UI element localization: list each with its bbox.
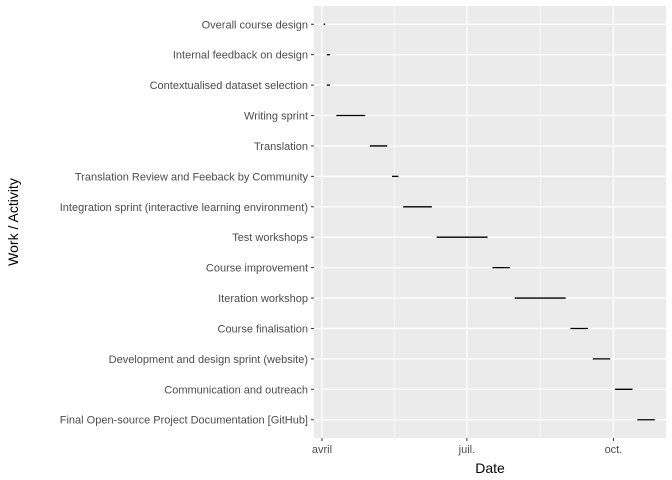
minor-gridlines xyxy=(394,6,541,438)
y-tick-label: Communication and outreach xyxy=(164,384,308,396)
y-tick-label: Contextualised dataset selection xyxy=(150,80,308,92)
y-tick-label: Test workshops xyxy=(232,232,308,244)
y-tick-label: Iteration workshop xyxy=(218,293,308,305)
x-tick-label: juil. xyxy=(458,444,476,456)
x-axis-title: Date xyxy=(475,460,505,476)
x-axis: avril juil. oct. xyxy=(312,438,622,456)
plot-panel xyxy=(314,6,666,438)
y-tick-label: Translation xyxy=(254,141,308,153)
x-tick-label: oct. xyxy=(605,444,623,456)
x-tick-label: avril xyxy=(312,444,332,456)
y-tick-label: Integration sprint (interactive learning… xyxy=(60,202,308,214)
y-tick-label: Course improvement xyxy=(206,263,308,275)
y-tick-label: Course finalisation xyxy=(218,323,309,335)
major-gridlines xyxy=(314,6,666,438)
y-tick-label: Overall course design xyxy=(202,19,308,31)
y-tick-label: Translation Review and Feeback by Commun… xyxy=(75,171,309,183)
y-tick-label: Writing sprint xyxy=(244,111,308,123)
y-tick-label: Internal feedback on design xyxy=(173,50,308,62)
task-segments xyxy=(323,23,655,421)
y-tick-label: Development and design sprint (website) xyxy=(109,354,308,366)
y-axis: Overall course design Internal feedback o… xyxy=(60,19,314,427)
y-axis-title: Work / Activity xyxy=(5,178,21,266)
y-tick-label: Final Open-source Project Documentation … xyxy=(60,415,308,427)
